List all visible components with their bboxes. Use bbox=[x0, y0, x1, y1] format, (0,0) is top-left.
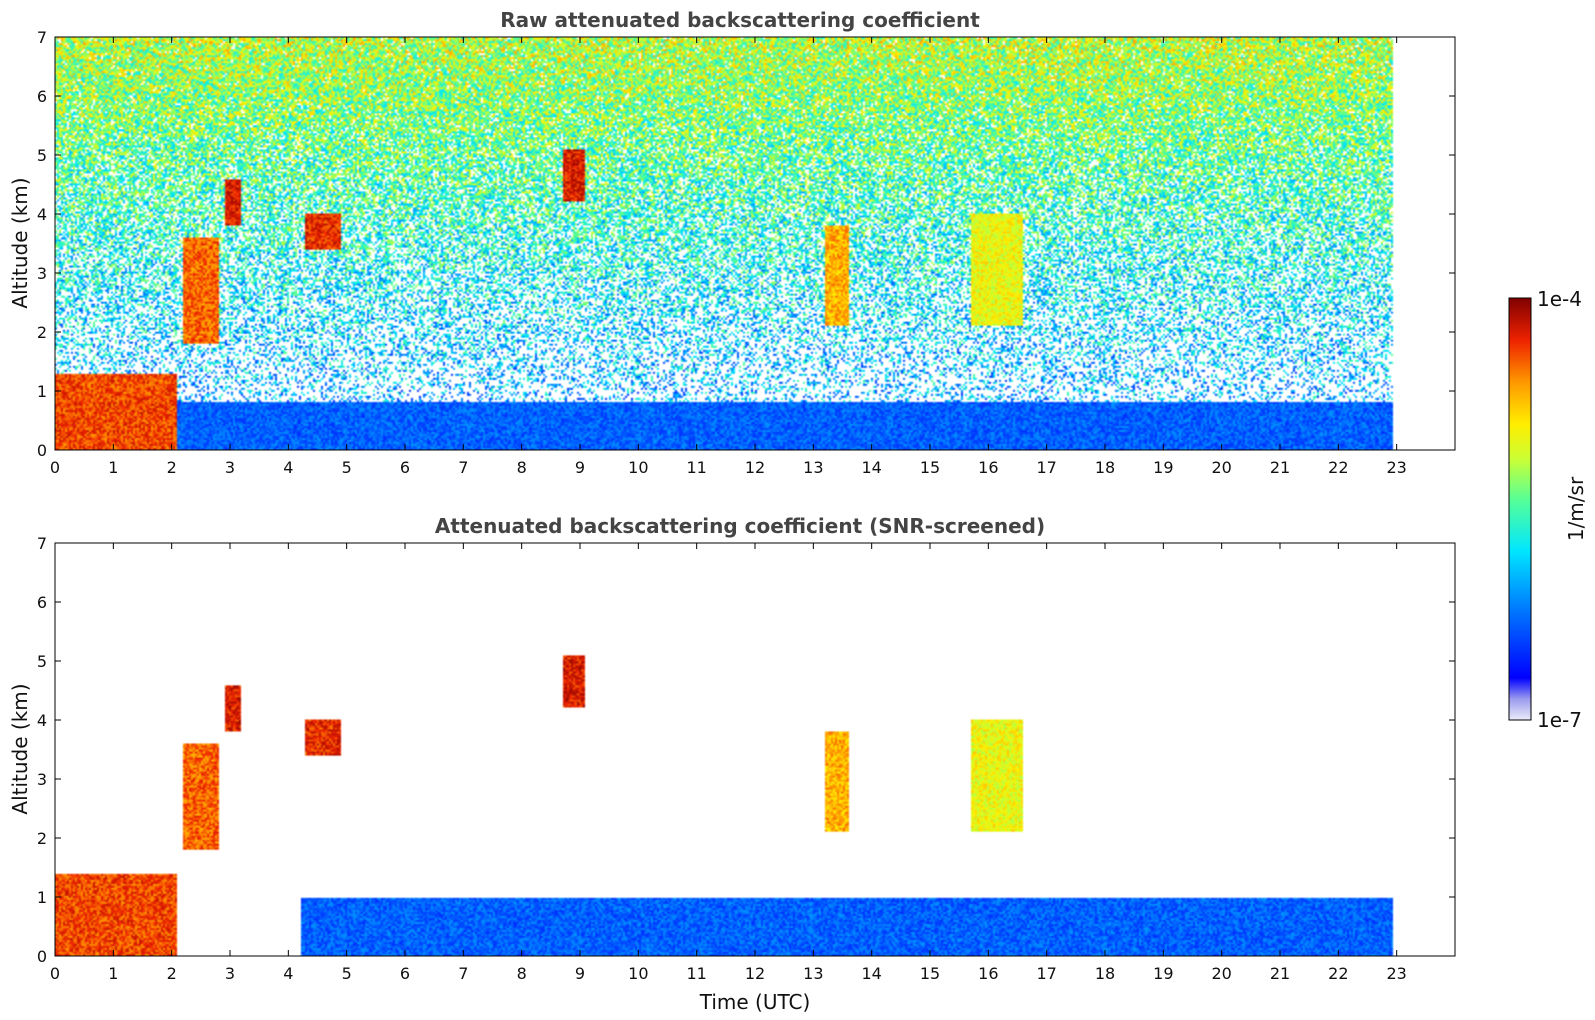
y-tick-label: 6 bbox=[37, 593, 47, 612]
x-tick-label: 12 bbox=[745, 964, 765, 983]
y-tick-label: 1 bbox=[37, 382, 47, 401]
x-tick-label: 0 bbox=[50, 458, 60, 477]
y-tick-label: 2 bbox=[37, 323, 47, 342]
x-tick-label: 5 bbox=[342, 458, 352, 477]
x-tick-label: 6 bbox=[400, 458, 410, 477]
x-tick-label: 22 bbox=[1328, 458, 1348, 477]
backscatter-heatmap-image bbox=[55, 543, 1455, 956]
y-axis-label: Altitude (km) bbox=[8, 683, 32, 814]
x-tick-label: 3 bbox=[225, 458, 235, 477]
x-tick-label: 0 bbox=[50, 964, 60, 983]
snr-screened-backscatter-panel: Attenuated backscattering coefficient (S… bbox=[8, 514, 1456, 1014]
backscatter-heatmap-image bbox=[55, 37, 1455, 450]
x-tick-label: 4 bbox=[283, 964, 293, 983]
x-tick-label: 14 bbox=[861, 458, 881, 477]
x-tick-label: 13 bbox=[803, 964, 823, 983]
x-tick-label: 9 bbox=[575, 458, 585, 477]
x-tick-label: 20 bbox=[1211, 458, 1231, 477]
x-tick-label: 21 bbox=[1270, 964, 1290, 983]
chart-title: Raw attenuated backscattering coefficien… bbox=[500, 8, 980, 32]
x-tick-label: 19 bbox=[1153, 458, 1173, 477]
x-tick-label: 21 bbox=[1270, 458, 1290, 477]
x-tick-label: 1 bbox=[108, 458, 118, 477]
x-tick-label: 18 bbox=[1095, 458, 1115, 477]
x-axis-ticks: 0 1 2 3 4 5 6 7 8 9 10 11 12 13 14 15 16 17 18 19 20 21 22 23 bbox=[50, 543, 1407, 983]
y-tick-label: 5 bbox=[37, 146, 47, 165]
y-tick-label: 4 bbox=[37, 711, 47, 730]
y-tick-label: 7 bbox=[37, 534, 47, 553]
x-tick-label: 7 bbox=[458, 458, 468, 477]
y-axis-ticks: 0 1 2 3 4 5 6 7 bbox=[37, 534, 1455, 966]
y-tick-label: 4 bbox=[37, 205, 47, 224]
x-tick-label: 11 bbox=[686, 964, 706, 983]
x-tick-label: 10 bbox=[628, 964, 648, 983]
y-tick-label: 3 bbox=[37, 770, 47, 789]
x-tick-label: 5 bbox=[342, 964, 352, 983]
x-tick-label: 6 bbox=[400, 964, 410, 983]
x-tick-label: 17 bbox=[1036, 458, 1056, 477]
colorbar-scale bbox=[1508, 297, 1532, 721]
y-tick-label: 1 bbox=[37, 888, 47, 907]
x-axis-label: Time (UTC) bbox=[699, 990, 811, 1014]
y-tick-label: 5 bbox=[37, 652, 47, 671]
x-tick-label: 4 bbox=[283, 458, 293, 477]
x-axis-ticks: 0 1 2 3 4 5 6 7 8 9 10 11 12 13 14 15 16 17 18 19 20 21 22 23 bbox=[50, 37, 1407, 477]
x-tick-label: 23 bbox=[1386, 964, 1406, 983]
x-tick-label: 18 bbox=[1095, 964, 1115, 983]
raw-backscatter-panel: Raw attenuated backscattering coefficien… bbox=[8, 8, 1456, 477]
y-tick-label: 2 bbox=[37, 829, 47, 848]
colorbar-min-label: 1e-7 bbox=[1537, 708, 1582, 732]
x-tick-label: 3 bbox=[225, 964, 235, 983]
x-tick-label: 17 bbox=[1036, 964, 1056, 983]
x-tick-label: 14 bbox=[861, 964, 881, 983]
y-tick-label: 6 bbox=[37, 87, 47, 106]
colorbar: 1e-4 1e-7 1/m/sr bbox=[1508, 287, 1588, 732]
x-tick-label: 23 bbox=[1386, 458, 1406, 477]
x-tick-label: 2 bbox=[167, 458, 177, 477]
x-tick-label: 11 bbox=[686, 458, 706, 477]
y-axis-label: Altitude (km) bbox=[8, 177, 32, 308]
x-tick-label: 12 bbox=[745, 458, 765, 477]
x-tick-label: 1 bbox=[108, 964, 118, 983]
x-tick-label: 7 bbox=[458, 964, 468, 983]
x-tick-label: 9 bbox=[575, 964, 585, 983]
x-tick-label: 15 bbox=[920, 964, 940, 983]
x-tick-label: 13 bbox=[803, 458, 823, 477]
x-tick-label: 8 bbox=[517, 964, 527, 983]
y-tick-label: 3 bbox=[37, 264, 47, 283]
x-tick-label: 16 bbox=[978, 458, 998, 477]
chart-title: Attenuated backscattering coefficient (S… bbox=[435, 514, 1045, 538]
x-tick-label: 22 bbox=[1328, 964, 1348, 983]
y-tick-label: 7 bbox=[37, 28, 47, 47]
x-tick-label: 10 bbox=[628, 458, 648, 477]
x-tick-label: 19 bbox=[1153, 964, 1173, 983]
y-axis-ticks: 0 1 2 3 4 5 6 7 bbox=[37, 28, 1455, 460]
x-tick-label: 8 bbox=[517, 458, 527, 477]
x-tick-label: 16 bbox=[978, 964, 998, 983]
x-tick-label: 2 bbox=[167, 964, 177, 983]
y-tick-label: 0 bbox=[37, 441, 47, 460]
colorbar-unit-label: 1/m/sr bbox=[1564, 476, 1588, 541]
y-tick-label: 0 bbox=[37, 947, 47, 966]
x-tick-label: 20 bbox=[1211, 964, 1231, 983]
colorbar-max-label: 1e-4 bbox=[1537, 287, 1582, 311]
x-tick-label: 15 bbox=[920, 458, 940, 477]
